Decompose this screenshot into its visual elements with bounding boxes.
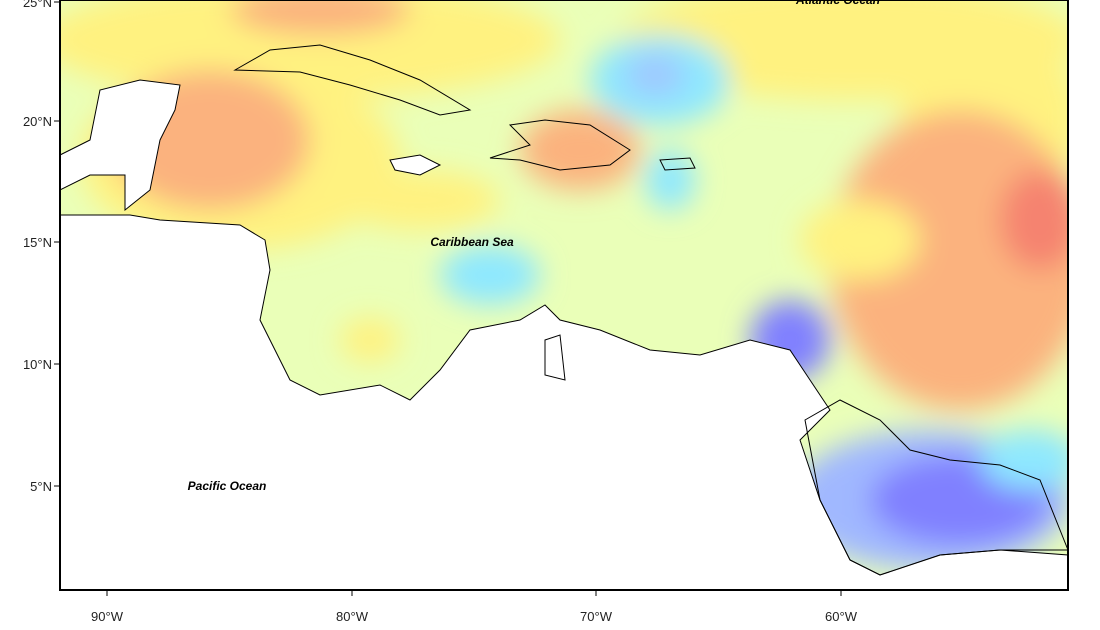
frame xyxy=(59,0,1069,591)
land xyxy=(59,44,1069,591)
lon-tick-label: 60°W xyxy=(825,609,858,624)
lon-tick-label: 90°W xyxy=(91,609,124,624)
lat-tick-label: 20°N xyxy=(23,114,52,129)
sea-label: Pacific Ocean xyxy=(188,479,267,493)
lon-tick-label: 70°W xyxy=(580,609,613,624)
sea-label: Atlantic Ocean xyxy=(795,0,880,7)
lat-tick-label: 25°N xyxy=(23,0,52,10)
sea-label: Caribbean Sea xyxy=(430,235,514,249)
lat-tick-label: 5°N xyxy=(30,479,52,494)
lat-tick-label: 10°N xyxy=(23,357,52,372)
lat-tick-label: 15°N xyxy=(23,235,52,250)
lon-tick-label: 80°W xyxy=(336,609,369,624)
